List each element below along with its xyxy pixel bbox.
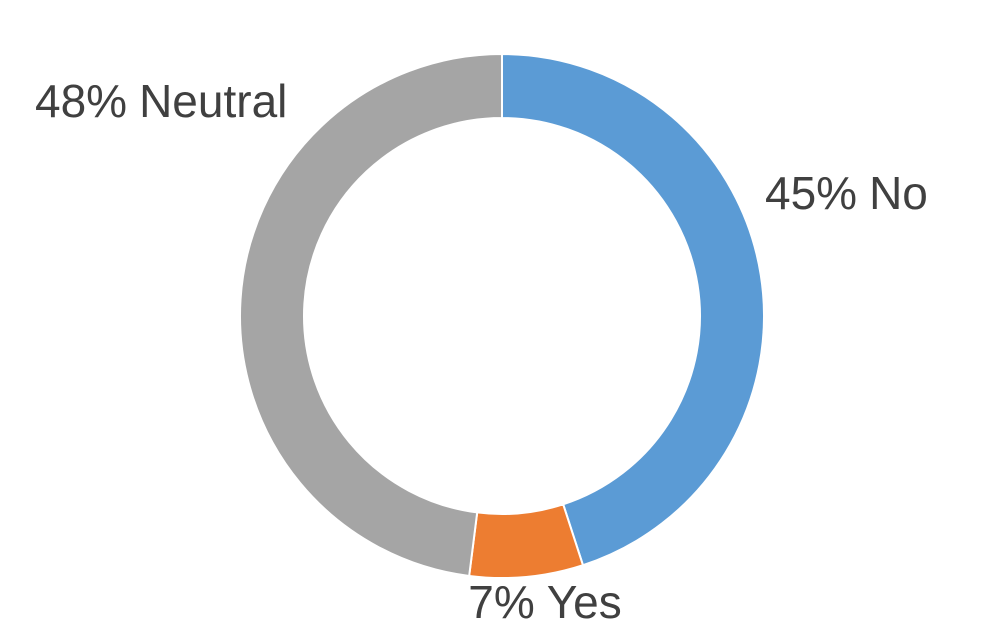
donut-segment: [239, 52, 503, 578]
donut-segment: [501, 52, 765, 567]
value-label: 48%: [35, 75, 127, 127]
value-label: 7%: [468, 576, 534, 628]
data-label: 48% Neutral: [35, 75, 287, 127]
donut-segment: [468, 503, 585, 579]
data-label: 7% Yes: [468, 576, 622, 628]
category-label: No: [869, 167, 928, 219]
value-label: 45%: [765, 167, 857, 219]
data-label: 45% No: [765, 167, 928, 219]
category-label: Yes: [547, 576, 622, 628]
category-label: Neutral: [139, 75, 287, 127]
